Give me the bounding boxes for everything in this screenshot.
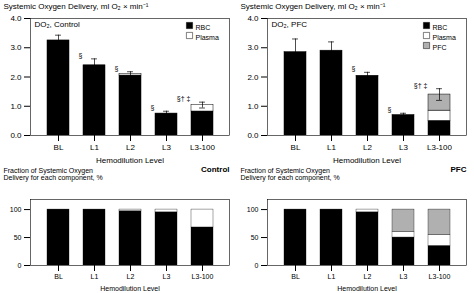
svg-text:L1: L1 [327, 143, 336, 152]
svg-text:Systemic Oxygen Delivery, ml O: Systemic Oxygen Delivery, ml O₂ × min⁻¹ [241, 2, 386, 11]
svg-text:§† ‡: §† ‡ [177, 95, 191, 102]
svg-text:PFC: PFC [433, 44, 447, 51]
svg-text:0.0: 0.0 [10, 131, 22, 140]
svg-text:3.0: 3.0 [10, 43, 22, 52]
svg-text:DO₂, Control: DO₂, Control [35, 20, 81, 29]
svg-text:L3-100: L3-100 [427, 143, 452, 152]
svg-text:Fraction of Systemic OxygenDel: Fraction of Systemic OxygenDelivery for … [241, 167, 340, 182]
svg-text:L3: L3 [399, 143, 408, 152]
svg-text:§: § [388, 106, 392, 113]
svg-text:1.0: 1.0 [247, 102, 259, 111]
svg-text:Plasma: Plasma [433, 34, 456, 41]
svg-text:L3: L3 [163, 273, 171, 280]
svg-text:§: § [151, 104, 155, 111]
svg-text:Hemodilution Level: Hemodilution Level [96, 156, 164, 165]
svg-text:L3-100: L3-100 [190, 143, 215, 152]
svg-text:§: § [115, 65, 119, 72]
svg-text:L3: L3 [400, 273, 408, 280]
svg-text:DO₂, PFC: DO₂, PFC [272, 20, 308, 29]
svg-text:Hemodilution Level: Hemodilution Level [100, 285, 160, 292]
svg-text:4.0: 4.0 [10, 14, 22, 23]
svg-text:L3-100: L3-100 [429, 273, 451, 280]
svg-text:BL: BL [54, 273, 63, 280]
svg-text:L1: L1 [90, 143, 99, 152]
svg-text:3.0: 3.0 [247, 43, 259, 52]
svg-text:50: 50 [251, 234, 259, 241]
svg-text:L2: L2 [363, 143, 372, 152]
svg-text:Fraction of Systemic OxygenDel: Fraction of Systemic OxygenDelivery for … [4, 167, 103, 182]
svg-text:L2: L2 [126, 143, 135, 152]
svg-text:2.0: 2.0 [10, 73, 22, 82]
svg-text:L3-100: L3-100 [192, 273, 214, 280]
svg-text:L2: L2 [127, 273, 135, 280]
svg-text:Plasma: Plasma [196, 34, 219, 41]
svg-text:L1: L1 [328, 273, 336, 280]
svg-text:L1: L1 [91, 273, 99, 280]
svg-text:0: 0 [18, 262, 22, 269]
svg-text:4.0: 4.0 [247, 14, 259, 23]
svg-text:§† ‡: §† ‡ [414, 82, 428, 89]
svg-text:Systemic Oxygen Delivery, ml O: Systemic Oxygen Delivery, ml O₂ × min⁻¹ [4, 2, 149, 11]
svg-text:Hemodilution Level: Hemodilution Level [337, 285, 397, 292]
svg-text:Hemodilution Level: Hemodilution Level [333, 156, 401, 165]
svg-text:L3: L3 [162, 143, 171, 152]
svg-text:Control: Control [201, 165, 229, 174]
svg-text:PFC: PFC [451, 165, 467, 174]
svg-text:50: 50 [14, 234, 22, 241]
svg-text:1.0: 1.0 [10, 102, 22, 111]
svg-text:BL: BL [54, 143, 64, 152]
svg-text:L2: L2 [364, 273, 372, 280]
svg-text:RBC: RBC [196, 24, 211, 31]
svg-text:RBC: RBC [433, 24, 448, 31]
svg-text:100: 100 [247, 206, 259, 213]
svg-text:BL: BL [291, 143, 301, 152]
svg-text:100: 100 [10, 206, 22, 213]
svg-text:§: § [79, 52, 83, 59]
svg-text:2.0: 2.0 [247, 73, 259, 82]
svg-text:0.0: 0.0 [247, 131, 259, 140]
svg-text:§: § [352, 65, 356, 72]
svg-text:BL: BL [291, 273, 300, 280]
svg-text:0: 0 [255, 262, 259, 269]
